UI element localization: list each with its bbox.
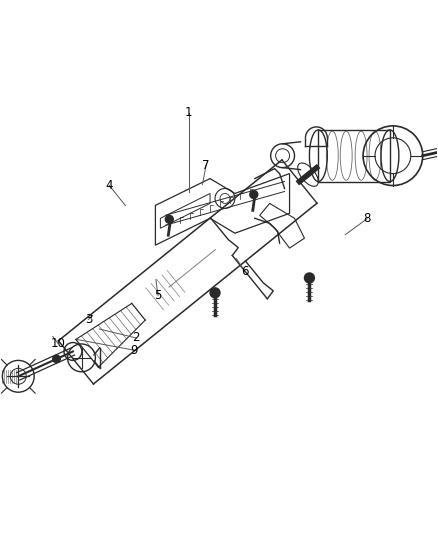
Text: 10: 10 [50,337,65,350]
Circle shape [250,190,258,198]
Text: 6: 6 [241,265,249,278]
Circle shape [165,215,173,223]
Text: 7: 7 [202,159,210,172]
Circle shape [53,355,60,363]
Text: 5: 5 [154,289,162,302]
Circle shape [304,273,314,283]
Circle shape [210,288,220,298]
Text: 1: 1 [185,107,192,119]
Text: 3: 3 [85,313,92,326]
Text: 8: 8 [363,212,371,225]
Text: 4: 4 [106,179,113,192]
Text: 2: 2 [133,332,140,344]
Text: 9: 9 [131,344,138,357]
